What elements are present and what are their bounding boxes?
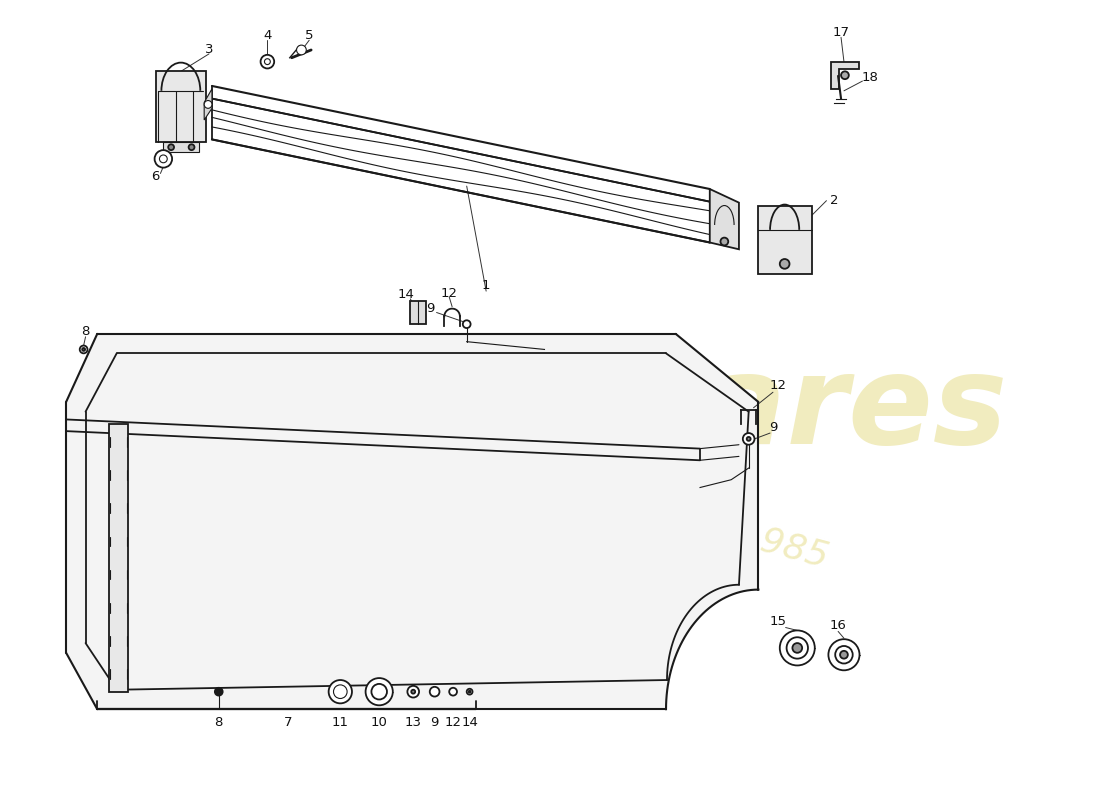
Text: a passion for parts since 1985: a passion for parts since 1985: [296, 401, 832, 574]
Circle shape: [160, 155, 167, 162]
Text: 12: 12: [769, 379, 786, 392]
Circle shape: [449, 688, 456, 695]
Circle shape: [155, 150, 172, 168]
Circle shape: [365, 678, 393, 706]
Circle shape: [205, 101, 212, 108]
Circle shape: [333, 685, 348, 698]
Polygon shape: [832, 62, 858, 89]
Circle shape: [792, 643, 802, 653]
Circle shape: [786, 638, 808, 658]
Text: 4: 4: [263, 29, 272, 42]
Text: 10: 10: [371, 716, 387, 730]
Text: 12: 12: [441, 286, 458, 299]
Text: 13: 13: [405, 716, 421, 730]
Circle shape: [329, 680, 352, 703]
Text: 14: 14: [461, 716, 478, 730]
Polygon shape: [410, 301, 426, 324]
Circle shape: [407, 686, 419, 698]
Text: 9: 9: [769, 421, 778, 434]
Text: 12: 12: [444, 716, 462, 730]
Polygon shape: [155, 71, 206, 142]
Text: 8: 8: [214, 716, 223, 730]
Circle shape: [188, 144, 195, 150]
Text: 16: 16: [829, 619, 847, 632]
Circle shape: [214, 688, 222, 695]
Circle shape: [720, 238, 728, 246]
Text: 8: 8: [81, 326, 90, 338]
Circle shape: [463, 320, 471, 328]
Text: 18: 18: [861, 70, 879, 84]
Circle shape: [469, 690, 471, 693]
Circle shape: [168, 144, 174, 150]
Polygon shape: [163, 142, 199, 152]
Circle shape: [372, 684, 387, 699]
Text: 6: 6: [152, 170, 160, 183]
Circle shape: [842, 71, 849, 79]
Circle shape: [840, 651, 848, 658]
Circle shape: [780, 630, 815, 666]
Polygon shape: [758, 206, 812, 274]
Circle shape: [430, 687, 440, 697]
Text: 11: 11: [332, 716, 349, 730]
Circle shape: [835, 646, 852, 663]
Text: 7: 7: [284, 716, 292, 730]
Circle shape: [79, 346, 88, 354]
Text: 14: 14: [398, 289, 415, 302]
Polygon shape: [205, 89, 212, 120]
Text: 15: 15: [769, 615, 786, 628]
Text: eurospares: eurospares: [218, 350, 1008, 470]
Circle shape: [780, 259, 790, 269]
Circle shape: [264, 58, 271, 65]
Circle shape: [411, 690, 415, 694]
Circle shape: [828, 639, 859, 670]
Circle shape: [466, 689, 473, 694]
Polygon shape: [109, 424, 129, 692]
Text: 2: 2: [830, 194, 838, 207]
Circle shape: [742, 433, 755, 445]
Circle shape: [82, 348, 85, 351]
Polygon shape: [710, 189, 739, 250]
Polygon shape: [66, 334, 758, 709]
Text: 9: 9: [427, 302, 434, 315]
Text: 3: 3: [205, 43, 213, 57]
Text: 17: 17: [833, 26, 849, 39]
Text: 5: 5: [305, 29, 314, 42]
Circle shape: [261, 55, 274, 69]
Text: 1: 1: [482, 278, 491, 292]
Text: 9: 9: [430, 716, 439, 730]
Circle shape: [747, 437, 750, 441]
Circle shape: [297, 45, 306, 55]
